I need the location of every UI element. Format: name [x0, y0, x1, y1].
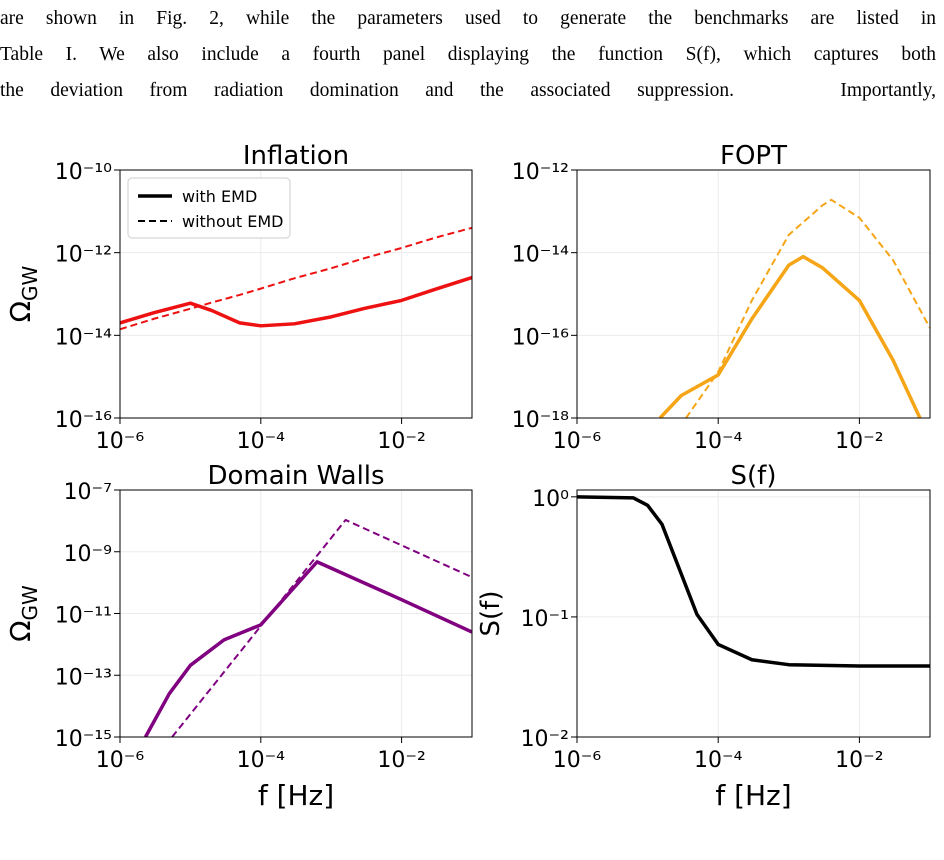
x-tick-label: 10⁻⁶ — [96, 748, 145, 773]
y-tick-label: 10⁻¹¹ — [55, 604, 112, 629]
y-tick-label: 10⁻⁷ — [64, 480, 112, 505]
y-tick-label: 10⁰ — [532, 487, 569, 512]
y-tick-label: 10⁻⁹ — [64, 542, 112, 567]
y-axis-label: S(f) — [476, 591, 506, 637]
x-tick-label: 10⁻⁶ — [96, 429, 145, 454]
paragraph-line: are shown in Fig. 2, while the parameter… — [0, 8, 936, 29]
series-line — [658, 254, 922, 418]
chart-title: Inflation — [243, 141, 349, 171]
x-axis-label: f [Hz] — [258, 779, 334, 812]
plot-frame — [576, 489, 931, 738]
series-line — [685, 198, 930, 418]
series-line — [171, 518, 472, 737]
y-tick-label: 10⁻¹ — [521, 607, 569, 632]
paragraph-line: the deviation from radiation domination … — [0, 80, 936, 101]
x-tick-label: 10⁻⁶ — [553, 748, 602, 773]
series-line — [120, 275, 472, 328]
y-tick-label: 10⁻¹⁶ — [512, 325, 569, 350]
y-axis-label: ΩGW — [4, 585, 42, 642]
chart-title: Domain Walls — [207, 461, 384, 491]
chart-title: FOPT — [720, 141, 787, 171]
plot-frame — [576, 169, 931, 419]
x-axis-label: f [Hz] — [715, 779, 791, 812]
y-tick-label: 10⁻¹⁴ — [55, 325, 112, 350]
x-tick-label: 10⁻² — [835, 748, 883, 773]
y-tick-label: 10⁻¹³ — [55, 665, 112, 690]
y-axis-symbol: Ω — [4, 620, 37, 641]
x-tick-label: 10⁻⁴ — [694, 748, 743, 773]
x-tick-label: 10⁻² — [835, 429, 883, 454]
chart-title: S(f) — [731, 461, 777, 491]
x-tick-label: 10⁻⁴ — [237, 748, 286, 773]
plot-frame — [119, 489, 473, 738]
y-tick-label: 10⁻² — [521, 727, 569, 752]
x-tick-label: 10⁻⁶ — [553, 429, 602, 454]
plot-frame — [119, 169, 473, 419]
series-line — [120, 226, 472, 331]
y-tick-label: 10⁻¹² — [512, 160, 569, 185]
x-tick-label: 10⁻⁴ — [237, 429, 286, 454]
y-axis-subscript: GW — [18, 265, 42, 300]
y-axis-subscript: GW — [18, 585, 42, 620]
series-line — [577, 495, 930, 668]
paragraph-line: Table I. We also include a fourth panel … — [0, 44, 936, 65]
legend-box — [127, 177, 291, 239]
legend-label: with EMD — [182, 187, 257, 206]
y-axis-symbol: Ω — [4, 301, 37, 322]
y-tick-label: 10⁻¹⁸ — [512, 408, 569, 433]
series-line — [143, 560, 472, 737]
y-tick-label: 10⁻¹⁵ — [55, 727, 112, 752]
y-tick-label: 10⁻¹² — [55, 243, 112, 268]
y-tick-label: 10⁻¹⁶ — [55, 408, 112, 433]
x-tick-label: 10⁻² — [377, 748, 425, 773]
y-tick-label: 10⁻¹⁴ — [512, 243, 569, 268]
y-tick-label: 10⁻¹⁰ — [55, 160, 112, 185]
x-tick-label: 10⁻² — [377, 429, 425, 454]
x-tick-label: 10⁻⁴ — [694, 429, 743, 454]
legend-label: without EMD — [182, 212, 283, 231]
y-axis-label: ΩGW — [4, 265, 42, 322]
